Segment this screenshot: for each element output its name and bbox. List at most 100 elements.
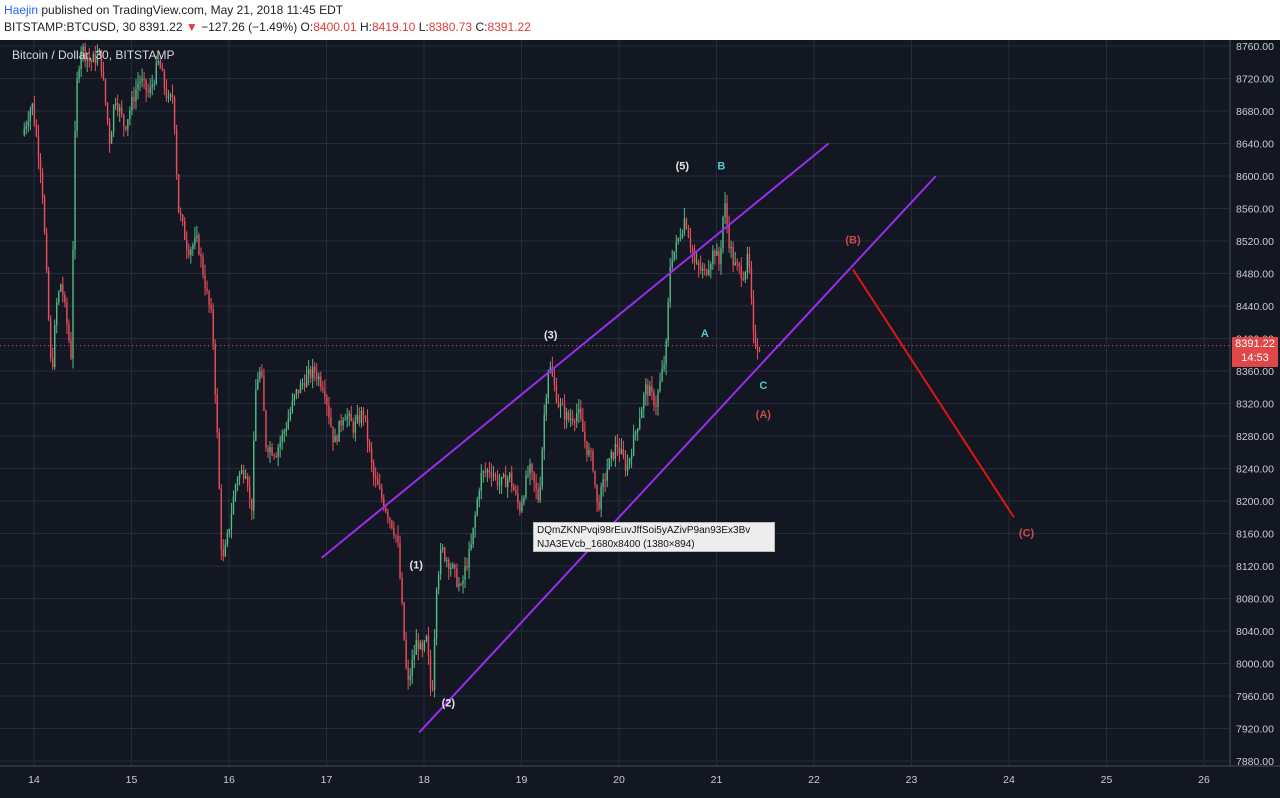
candle-body (119, 107, 121, 112)
y-tick-label: 8640.00 (1236, 139, 1274, 151)
channel-lower-line[interactable] (418, 175, 937, 734)
candle-body (710, 263, 712, 270)
candle-body (523, 497, 525, 503)
candle-body (651, 386, 653, 392)
candle-body (521, 502, 523, 512)
candle-body (687, 228, 690, 238)
open-value: 8400.01 (313, 20, 357, 34)
candle-body (470, 544, 472, 549)
candle-body (135, 89, 137, 102)
candle-body (334, 436, 336, 443)
candle-body (580, 408, 582, 419)
candle-body (539, 486, 541, 501)
candle-body (679, 237, 682, 239)
candle-body (161, 68, 164, 71)
candle-body (409, 675, 411, 680)
candle-body (200, 254, 202, 257)
chart-grid (0, 40, 1230, 766)
candle-body (582, 418, 584, 432)
candle-body (181, 215, 184, 222)
candle-body (222, 549, 225, 557)
wave-label: (2) (442, 698, 456, 710)
candle-body (90, 60, 92, 63)
candle-body (541, 449, 543, 487)
candle-body (216, 394, 218, 433)
candle-body (348, 413, 350, 417)
candle-body (594, 470, 596, 485)
candle-body (517, 493, 519, 504)
candle-body (677, 238, 680, 242)
candle-body (224, 544, 227, 557)
candle-body (391, 520, 393, 529)
candle-body (184, 221, 186, 240)
price-axis[interactable]: 8760.00 8720.00 8680.00 8640.00 8600.00 8560.… (1229, 40, 1280, 798)
candle-body (190, 249, 192, 256)
candle-body (468, 548, 470, 568)
candle-body (446, 560, 448, 562)
y-tick-label: 8000.00 (1236, 659, 1274, 671)
candle-body (236, 478, 239, 486)
x-tick-label: 22 (808, 774, 820, 786)
candle-body (537, 488, 539, 501)
y-tick-label: 8520.00 (1236, 236, 1274, 248)
author-link[interactable]: Haejin (4, 3, 39, 17)
candle-body (588, 450, 590, 456)
y-tick-label: 8760.00 (1236, 41, 1274, 53)
y-tick-label: 8680.00 (1236, 106, 1274, 118)
low-value: 8380.73 (428, 20, 473, 34)
x-tick-label: 18 (418, 774, 430, 786)
projection-line[interactable] (852, 268, 1015, 518)
x-tick-label: 21 (711, 774, 723, 786)
candle-body (726, 203, 728, 225)
candle-body (271, 447, 273, 456)
candle-body (354, 421, 357, 433)
candlestick-series (23, 42, 761, 698)
channel-upper-line[interactable] (320, 142, 830, 559)
candle-body (291, 400, 294, 412)
candle-body (37, 135, 40, 159)
candle-body (730, 246, 732, 249)
candle-body (417, 640, 420, 650)
candle-body (368, 441, 371, 449)
candle-body (722, 216, 724, 249)
candle-body (88, 57, 90, 61)
candle-body (626, 464, 629, 471)
candle-body (519, 503, 521, 512)
candle-body (399, 542, 401, 579)
candle-body (210, 304, 212, 310)
candle-body (742, 278, 745, 280)
candle-body (464, 566, 466, 581)
candle-body (500, 477, 503, 485)
candle-body (322, 387, 324, 391)
candle-body (376, 479, 379, 486)
candle-body (578, 408, 580, 413)
image-tooltip: DQmZKNPvqi98rEuvJffSoi5yAZivP9an93Ex3Bv … (533, 522, 775, 552)
candle-body (283, 431, 285, 434)
candle-body (484, 471, 487, 473)
y-tick-label: 8720.00 (1236, 74, 1274, 86)
candle-body (169, 94, 172, 97)
candle-body (54, 324, 56, 367)
candle-body (736, 262, 738, 264)
bar-countdown: 14:53 (1241, 352, 1269, 364)
candle-body (458, 584, 460, 587)
candle-body (490, 472, 493, 477)
candle-body (559, 403, 562, 408)
candle-body (332, 426, 334, 443)
y-tick-label: 8240.00 (1236, 464, 1274, 476)
candle-body (66, 302, 68, 325)
time-axis[interactable]: 14 15 16 17 18 19 20 21 22 23 24 25 26 (0, 765, 1280, 786)
candle-body (531, 464, 533, 472)
candle-body (70, 340, 72, 359)
candle-body (297, 389, 300, 394)
candle-body (419, 642, 422, 650)
price-chart[interactable]: (1)(2)(3)(5) BAC(A)(B)(C) 8760.008720.008… (0, 40, 1280, 798)
candle-body (622, 449, 625, 457)
candle-body (535, 482, 537, 489)
x-tick-label: 25 (1101, 774, 1113, 786)
y-tick-label: 7880.00 (1236, 756, 1274, 768)
candle-body (62, 284, 64, 296)
candle-body (299, 383, 302, 394)
candle-body (423, 641, 426, 650)
candle-body (600, 486, 602, 509)
